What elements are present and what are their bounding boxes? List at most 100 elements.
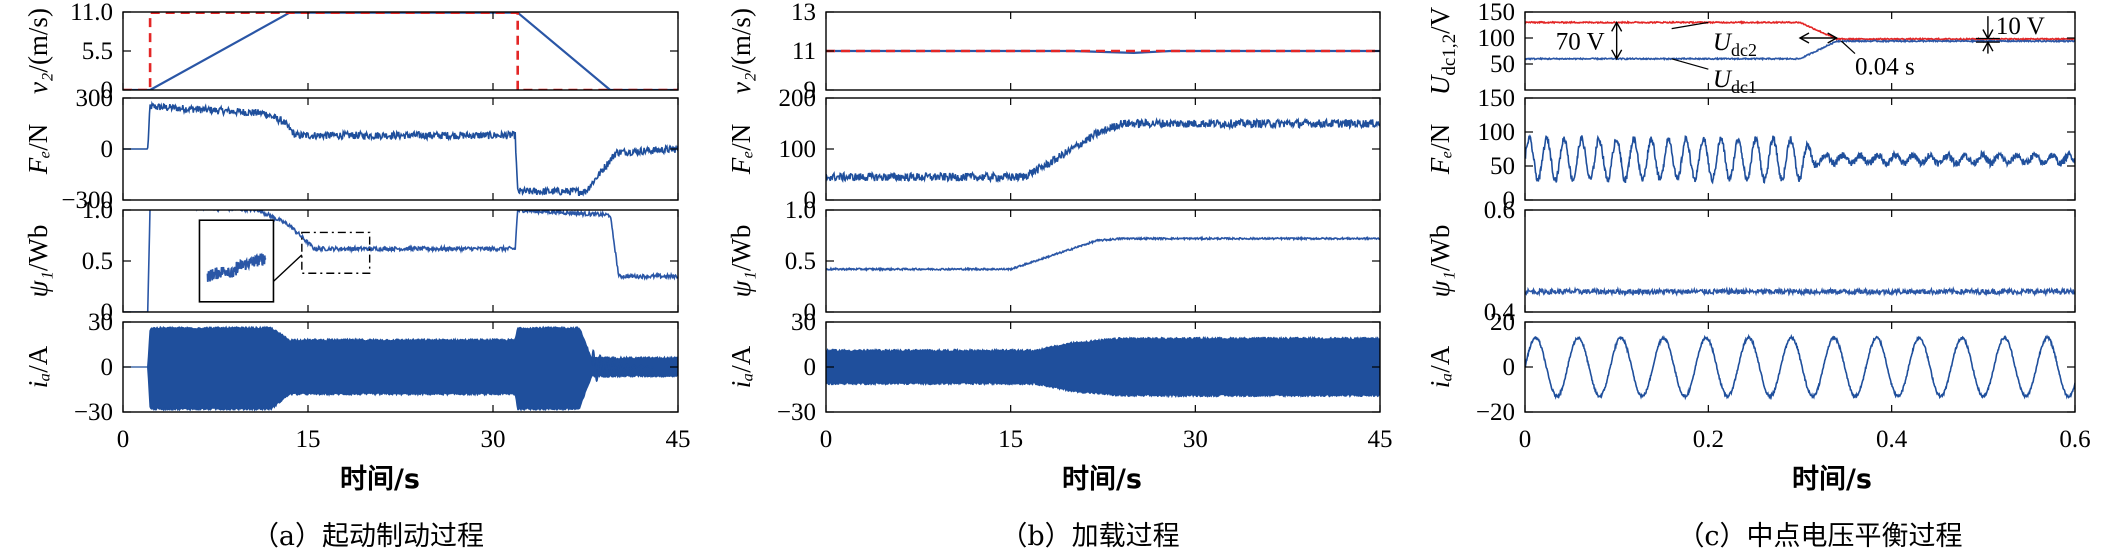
y-tick-label: 0 [101,77,114,104]
y-axis-label: Fₑ/N [726,124,756,176]
zoom-region [301,231,371,274]
y-tick-label: 30 [791,309,816,336]
x-tick-label: 0 [820,426,833,453]
panel-frame [825,209,1381,313]
plot-area [123,12,678,90]
x-axis-label: 时间/s [1062,464,1142,495]
plot-area [826,49,1380,55]
y-tick-label: 150 [1478,0,1516,26]
y-axis-label: Fₑ/N [23,124,53,176]
plot-area [826,235,1380,272]
x-tick-label: 15 [998,426,1023,453]
y-tick-label: 30 [88,309,113,336]
label-10v: 10 V [1996,13,2045,40]
series-1-1-0 [826,116,1380,184]
y-tick-label: 0 [101,299,114,326]
x-axis-label: 时间/s [1792,464,1872,495]
y-tick-label: 50 [1490,51,1515,78]
y-tick-label: 11 [792,38,816,65]
panel-frame [1524,11,2076,91]
x-tick-label: 0 [1519,426,1532,453]
panel-1-1: 0 100 200 Fₑ/N [726,85,1381,214]
x-tick-label: 30 [481,426,506,453]
plot-area [1525,285,2075,298]
panel-0-3: −30 0 30 iₐ/A [23,309,679,426]
x-tick-label: 0.4 [1876,426,1908,453]
series-2-2-0 [1525,285,2075,298]
x-tick-label: 45 [1368,426,1393,453]
y-tick-label: 0.5 [785,248,816,275]
panel-frame [1524,97,2076,201]
series-0-0-0 [123,12,678,90]
label-70v: 70 V [1556,29,1605,56]
series-1-3-0 [826,335,1380,399]
y-tick-label: 0.6 [1484,197,1515,224]
series-1-0-0 [826,49,1380,55]
plot-area [123,210,678,312]
y-tick-label: −300 [61,187,113,214]
x-tick-label: 0.6 [2059,426,2090,453]
panel-2-2: 0.4 0.6 ψ₁/Wb [1425,197,2076,326]
plot-area [1525,134,2075,185]
panel-frame [1524,209,2076,313]
y-tick-label: 0 [101,354,114,381]
x-axis-label: 时间/s [340,464,420,495]
y-tick-label: 1.0 [785,197,816,224]
panel-2-3: −20 0 20 iₐ/A [1425,309,2076,426]
y-tick-label: 20 [1490,309,1515,336]
panel-caption: （b）加载过程 [1000,521,1179,552]
arrow-head [1798,32,1810,44]
y-tick-label: 0 [1503,354,1516,381]
series-0-2-0 [123,210,678,312]
y-tick-label: 5.5 [82,38,113,65]
y-tick-label: 0.4 [1484,299,1516,326]
arrow-head [1611,49,1623,61]
panel-frame [825,97,1381,201]
y-tick-label: −30 [777,399,816,426]
y-tick-label: 100 [779,136,817,163]
udc-annotations: 70 V Udc2 Udc1 0.04 s 10 V [1556,13,2045,97]
y-tick-label: 50 [1490,153,1515,180]
plot-area [1525,333,2075,401]
y-tick-label: 200 [779,85,817,112]
series-0-1-0 [123,100,678,197]
arrow-head [1611,20,1623,32]
y-axis-label: ψ₁/Wb [1425,225,1455,298]
y-tick-label: 0.5 [82,248,113,275]
y-axis-label: Udc1,2/V [1425,6,1460,95]
column-b: 91113v₂/(m/s)0100200Fₑ/N00.51.0ψ₁/Wb−300… [726,0,1393,552]
column-a: 05.511.0v₂/(m/s)−3000300Fₑ/N00.51.0ψ₁/Wb… [23,0,691,552]
arrow-head [1827,32,1839,44]
y-tick-label: 0 [804,187,817,214]
plot-area [123,325,678,412]
panel-1-3: −30 0 30 iₐ/A [726,309,1381,426]
series-2-1-0 [1525,134,2075,185]
y-axis-label: ψ₁/Wb [23,225,53,298]
label-udc1: Udc1 [1713,66,1757,97]
y-tick-label: 300 [76,85,114,112]
panel-frame [1524,321,2076,413]
y-axis-label: iₐ/A [726,345,756,388]
x-axis: 0 0.2 0.4 0.6 [1519,426,2091,453]
leader-udc1 [1671,58,1709,70]
plot-area [826,335,1380,399]
y-tick-label: 0 [804,299,817,326]
label-udc2: Udc2 [1713,29,1757,60]
plot-area [826,116,1380,184]
y-tick-label: 0 [1503,187,1516,214]
x-tick-label: 30 [1183,426,1208,453]
y-axis-label: ψ₁/Wb [726,225,756,298]
series-0-3-0 [123,325,678,412]
y-axis-label: v₂/(m/s) [23,8,53,94]
y-axis-label: v₂/(m/s) [726,8,756,94]
x-axis: 0 15 30 45 [117,426,691,453]
y-tick-label: 0 [101,136,114,163]
x-tick-label: 0.2 [1693,426,1724,453]
y-axis-label: Fₑ/N [1425,124,1455,176]
y-tick-label: 150 [1478,85,1516,112]
panel-0-1: −300 0 300 Fₑ/N [23,85,679,214]
y-tick-label: 100 [1478,119,1516,146]
y-tick-label: 100 [1478,25,1516,52]
